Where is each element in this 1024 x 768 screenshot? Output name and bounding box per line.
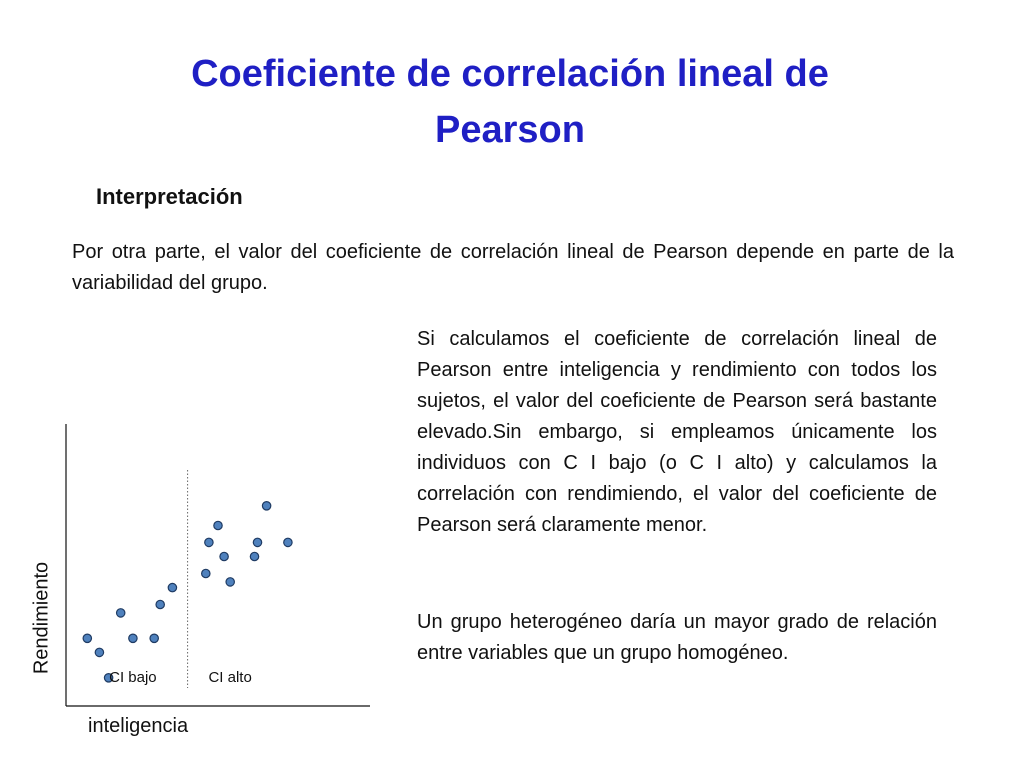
data-point <box>82 633 93 644</box>
data-point <box>201 568 211 579</box>
data-point <box>252 537 263 548</box>
data-point <box>219 551 229 562</box>
chart-points <box>82 501 293 683</box>
intro-paragraph: Por otra parte, el valor del coeficiente… <box>72 241 954 294</box>
data-point <box>213 520 223 531</box>
data-point <box>128 633 138 644</box>
scatter-chart: CI bajo CI alto <box>65 424 370 707</box>
slide-title-line1: Coeficiente de correlación lineal de <box>191 53 829 95</box>
data-point <box>103 672 114 683</box>
data-point <box>249 551 260 562</box>
group-labels: CI bajo CI alto <box>109 669 252 686</box>
data-point <box>167 582 178 593</box>
y-axis-label: Rendimiento <box>30 561 53 675</box>
data-point <box>225 577 235 587</box>
chart-axes <box>65 424 370 707</box>
section-subtitle: Interpretación <box>96 184 243 209</box>
x-axis-label: inteligencia <box>88 715 189 737</box>
data-point <box>115 608 126 618</box>
group-label: CI alto <box>208 669 251 686</box>
conclusion-paragraph: Un grupo heterogéneo daría un mayor grad… <box>417 611 937 664</box>
explanation-paragraph: Si calculamos el coeficiente de correlac… <box>417 328 937 536</box>
slide-title: Coeficiente de correlación lineal de Pea… <box>160 46 860 158</box>
group-label: CI bajo <box>109 669 157 686</box>
data-point <box>149 633 159 644</box>
data-point <box>283 537 293 548</box>
slide-title-line2: Pearson <box>435 109 585 151</box>
data-point <box>94 647 105 658</box>
y-axis-label-box: Rendimiento <box>24 543 60 693</box>
data-point <box>261 501 272 511</box>
data-point <box>155 599 165 610</box>
data-point <box>204 537 214 548</box>
